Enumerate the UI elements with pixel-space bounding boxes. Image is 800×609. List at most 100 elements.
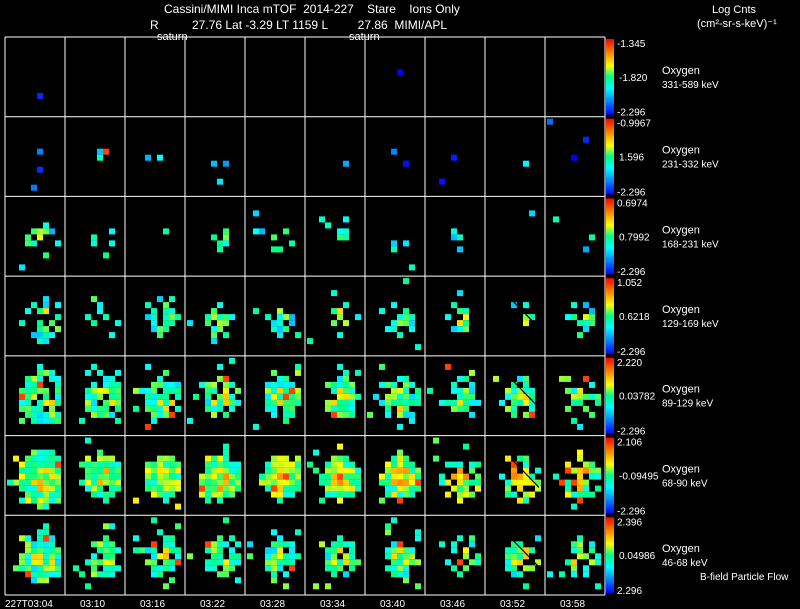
heatmap-cell <box>565 485 571 492</box>
colorbar-max-label: -1.345 <box>617 39 646 50</box>
heatmap-cell <box>217 320 223 327</box>
heatmap-cell <box>523 497 529 504</box>
heatmap-cell <box>37 308 43 315</box>
heatmap-cell <box>223 387 229 394</box>
heatmap-cell <box>175 467 181 474</box>
heatmap-cell <box>337 547 343 554</box>
heatmap-cell <box>103 553 109 560</box>
heatmap-cell <box>85 583 91 590</box>
heatmap-cell <box>403 308 409 315</box>
heatmap-cell <box>511 491 517 498</box>
heatmap-cell <box>511 467 517 474</box>
heatmap-cell <box>37 411 43 418</box>
panel-r1-c7 <box>397 69 403 75</box>
heatmap-cell <box>31 228 37 235</box>
heatmap-cell <box>517 541 523 548</box>
heatmap-cell <box>523 393 529 400</box>
heatmap-cell <box>577 491 583 498</box>
panel-r4-c2 <box>85 296 121 339</box>
heatmap-cell <box>277 461 283 468</box>
heatmap-cell <box>469 369 475 376</box>
heatmap-cell <box>325 405 331 412</box>
heatmap-cell <box>217 473 223 480</box>
heatmap-cell <box>349 461 355 468</box>
time-tick-label: 03:52 <box>500 599 525 609</box>
heatmap-cell <box>91 571 97 578</box>
heatmap-cell <box>511 411 517 418</box>
heatmap-cell <box>91 399 97 406</box>
heatmap-cell <box>559 479 565 486</box>
heatmap-cell <box>55 547 61 554</box>
heatmap-cell <box>373 393 379 400</box>
heatmap-cell <box>223 234 229 241</box>
chart-title: Cassini/MIMI Inca mTOF 2014-227 Stare Io… <box>164 2 460 16</box>
heatmap-cell <box>595 485 601 492</box>
heatmap-cell <box>145 387 151 394</box>
heatmap-cell <box>385 485 391 492</box>
heatmap-cell <box>271 399 277 406</box>
heatmap-cell <box>565 491 571 498</box>
heatmap-cell <box>229 553 235 560</box>
heatmap-cell <box>391 541 397 548</box>
heatmap-cell <box>25 393 31 400</box>
heatmap-cell <box>451 399 457 406</box>
heatmap-cell <box>343 393 349 400</box>
heatmap-cell <box>151 381 157 388</box>
heatmap-cell <box>403 387 409 394</box>
heatmap-cell <box>49 497 55 504</box>
heatmap-cell <box>43 399 49 406</box>
heatmap-cell <box>331 467 337 474</box>
heatmap-cell <box>19 497 25 504</box>
heatmap-cell <box>463 547 469 554</box>
heatmap-cell <box>505 565 511 572</box>
heatmap-cell <box>43 547 49 554</box>
colorbar-min-label: -2.296 <box>617 267 646 278</box>
panel-r7-c9 <box>505 535 541 590</box>
heatmap-cell <box>151 473 157 480</box>
panel-r2-c4 <box>211 160 229 185</box>
heatmap-cell <box>283 393 289 400</box>
heatmap-cell <box>151 314 157 321</box>
heatmap-cell <box>235 541 241 548</box>
heatmap-cell <box>337 381 343 388</box>
heatmap-cell <box>337 565 343 572</box>
heatmap-cell <box>223 240 229 247</box>
heatmap-cell <box>169 387 175 394</box>
heatmap-cell <box>223 332 229 339</box>
heatmap-cell <box>577 467 583 474</box>
heatmap-cell <box>367 411 373 418</box>
heatmap-cell <box>97 467 103 474</box>
heatmap-cell <box>211 387 217 394</box>
heatmap-cell <box>25 467 31 474</box>
heatmap-cell <box>523 411 529 418</box>
heatmap-cell <box>235 485 241 492</box>
heatmap-cell <box>43 252 49 259</box>
heatmap-cell <box>31 417 37 424</box>
heatmap-cell <box>151 326 157 333</box>
heatmap-cell <box>535 559 541 566</box>
heatmap-cell <box>109 553 115 560</box>
heatmap-cell <box>49 405 55 412</box>
heatmap-cell <box>265 387 271 394</box>
heatmap-cell <box>151 517 157 524</box>
heatmap-cell <box>523 320 529 327</box>
heatmap-cell <box>331 405 337 412</box>
heatmap-cell <box>43 369 49 376</box>
heatmap-cell <box>109 240 115 247</box>
heatmap-cell <box>217 314 223 321</box>
heatmap-cell <box>511 559 517 566</box>
heatmap-cell <box>445 363 451 370</box>
heatmap-cell <box>211 405 217 412</box>
heatmap-cell <box>391 387 397 394</box>
heatmap-cell <box>163 411 169 418</box>
heatmap-cell <box>451 326 457 333</box>
heatmap-cell <box>37 571 43 578</box>
heatmap-cell <box>277 375 283 382</box>
heatmap-cell <box>289 314 295 321</box>
heatmap-cell <box>55 375 61 382</box>
energy-range-label: 331-589 keV <box>662 80 719 91</box>
heatmap-cell <box>277 308 283 315</box>
heatmap-cell <box>457 405 463 412</box>
heatmap-cell <box>19 461 25 468</box>
heatmap-cell <box>469 467 475 474</box>
